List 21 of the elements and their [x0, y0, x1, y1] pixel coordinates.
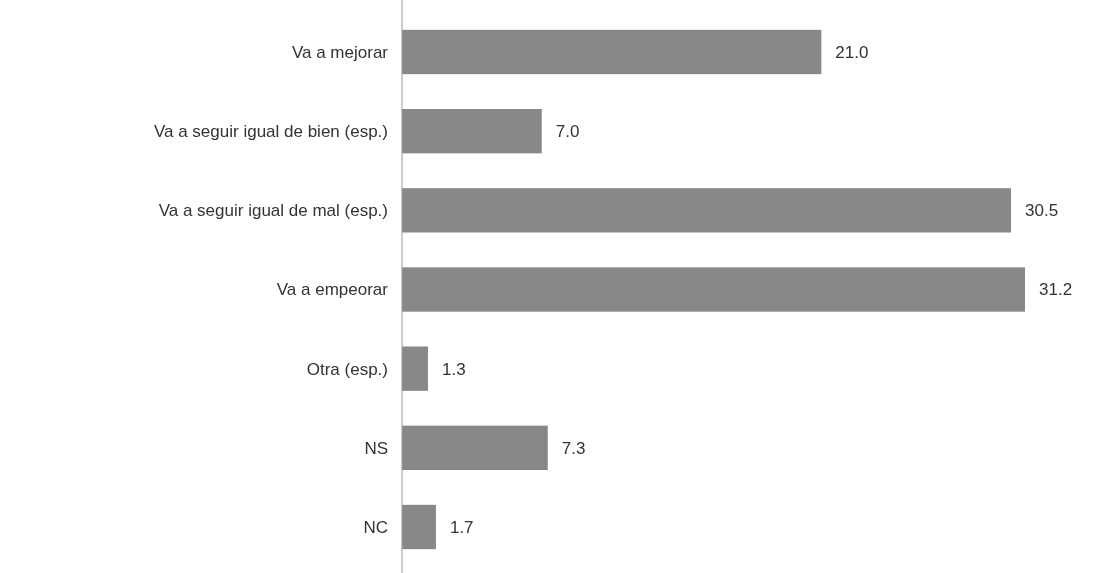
bar [402, 29, 822, 75]
data-label: 30.5 [1025, 201, 1059, 221]
bar [402, 188, 1012, 233]
bar [402, 425, 548, 470]
y-tick-label: NS [364, 438, 388, 458]
data-label: 1.3 [441, 359, 466, 379]
data-label: 21.0 [835, 42, 869, 62]
y-tick-label: Va a empeorar [276, 280, 389, 300]
y-tick-label: NC [363, 517, 388, 537]
y-tick-label: Va a seguir igual de mal (esp.) [158, 201, 388, 221]
y-tick-label: Va a mejorar [291, 42, 389, 62]
bar [402, 109, 542, 154]
y-tick-label: Va a seguir igual de bien (esp.) [153, 122, 388, 142]
bar [402, 504, 436, 550]
y-tick-label: Otra (esp.) [306, 359, 388, 379]
bar [402, 267, 1025, 312]
data-label: 7.3 [561, 438, 586, 458]
data-label: 31.2 [1039, 280, 1073, 300]
data-label: 1.7 [449, 517, 474, 537]
bar [402, 346, 428, 391]
data-label: 7.0 [555, 122, 580, 142]
